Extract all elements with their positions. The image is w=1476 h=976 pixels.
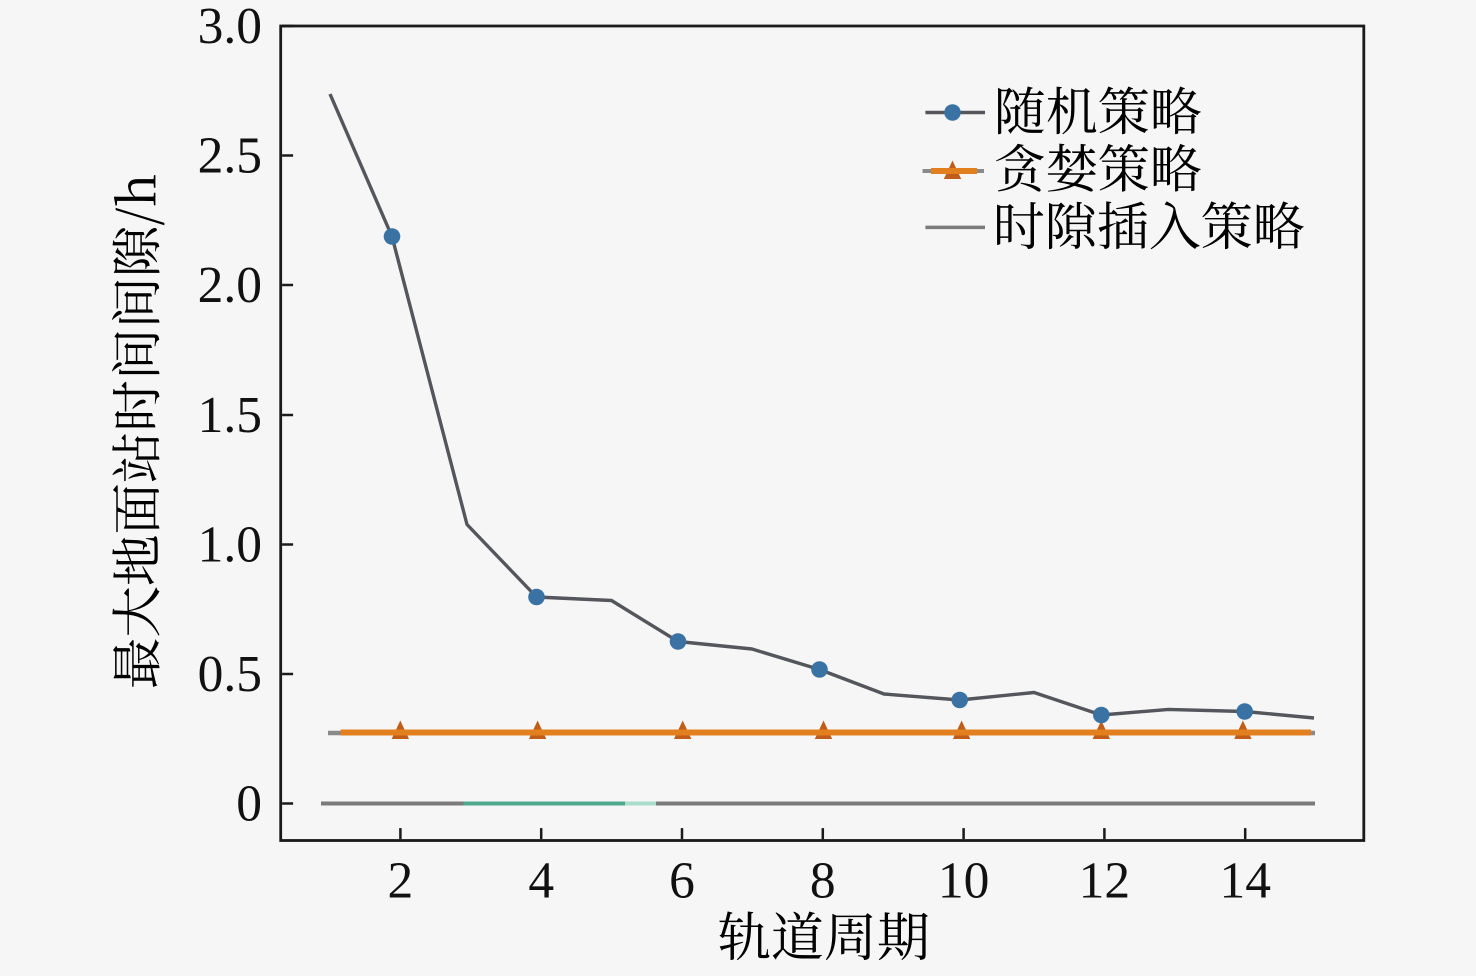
svg-text:2.5: 2.5 [198,128,262,185]
svg-text:14: 14 [1219,853,1271,910]
svg-text:12: 12 [1079,853,1131,910]
svg-text:10: 10 [938,853,990,910]
svg-text:2: 2 [388,853,414,910]
svg-text:1.0: 1.0 [198,517,262,574]
svg-text:1.5: 1.5 [198,387,262,444]
svg-text:6: 6 [669,853,695,910]
svg-text:3.0: 3.0 [198,0,262,55]
svg-text:2.0: 2.0 [198,257,262,314]
svg-text:0: 0 [236,776,262,833]
svg-text:0.5: 0.5 [198,646,262,703]
svg-text:4: 4 [528,853,554,910]
svg-text:8: 8 [810,853,836,910]
